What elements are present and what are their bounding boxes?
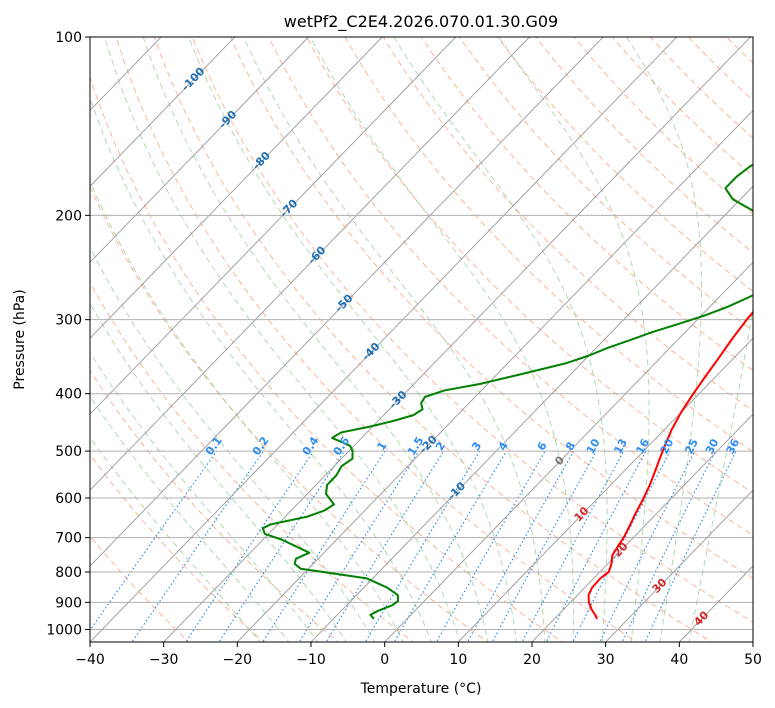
isotherm-line	[678, 565, 753, 642]
isotherm-line	[90, 37, 236, 187]
moist-adiabat-line	[393, 37, 608, 642]
mixing-ratio-label: 0.2	[250, 434, 272, 457]
x-tick-label: 50	[744, 652, 762, 668]
x-tick-label: 10	[449, 652, 467, 668]
mixing-ratio-label: 36	[724, 436, 743, 456]
x-tick-label: −20	[223, 652, 253, 668]
isotherm-line	[90, 37, 531, 491]
y-tick-label: 700	[55, 531, 82, 547]
isotherm-line	[457, 337, 753, 642]
chart-title: wetPf2_C2E4.2026.070.01.30.G09	[284, 12, 558, 32]
isotherm-line	[90, 37, 383, 339]
isotherm-line	[90, 37, 678, 642]
dewpoint-profile-line	[261, 163, 753, 620]
isotherm-line	[90, 37, 457, 415]
dry-adiabat-line	[382, 37, 753, 412]
y-tick-label: 400	[55, 387, 82, 403]
y-tick-label: 900	[55, 595, 82, 611]
mixing-ratio-line	[185, 450, 314, 642]
isotherm-line	[531, 413, 753, 642]
y-axis-label: Pressure (hPa)	[12, 289, 28, 389]
dry-adiabat-line	[229, 37, 753, 579]
mixing-ratio-label: 16	[633, 436, 652, 456]
mixing-ratio-line	[298, 450, 420, 642]
moist-adiabat-line	[104, 37, 461, 642]
y-tick-label: 1000	[46, 622, 82, 638]
y-tick-label: 600	[55, 491, 82, 507]
dry-adiabat-line	[153, 37, 713, 642]
moist-adiabat-line	[243, 37, 546, 642]
moist-adiabat-line	[90, 351, 319, 642]
mixing-ratio-line	[644, 450, 737, 642]
isotherm-line	[90, 37, 310, 263]
mixing-ratio-label: 10	[584, 436, 603, 456]
temperature-profile-line	[587, 310, 753, 620]
profile-series	[261, 163, 753, 620]
mixing-ratio-line	[90, 450, 218, 632]
isotherm-line	[605, 489, 753, 642]
isotherm-line	[752, 641, 753, 642]
y-tick-label: 100	[55, 30, 82, 46]
dry-adiabat-line	[649, 37, 753, 139]
moist-adiabat-line	[142, 37, 489, 642]
y-tick-label: 200	[55, 208, 82, 224]
mixing-ratio-line	[545, 450, 647, 642]
x-tick-label: −30	[149, 652, 179, 668]
dry-adiabat-line	[115, 37, 638, 642]
mixing-ratio-label: 13	[611, 437, 630, 457]
dry-adiabat-line	[306, 37, 753, 494]
grid-lines	[90, 37, 753, 642]
moist-adiabat-line	[90, 302, 347, 642]
isotherm-line	[163, 37, 752, 642]
dry-adiabat-line	[268, 37, 753, 536]
isotherm-line	[310, 185, 753, 642]
mixing-ratio-line	[491, 450, 597, 642]
line-labels: 0.1 0.2 0.4 0.6 1 1.5 2 3 4 6 8 10 13 16 20 25 30 36-100-…	[179, 65, 742, 629]
isotherm-line	[384, 261, 753, 642]
x-tick-label: −10	[296, 652, 326, 668]
moist-adiabat-line	[188, 37, 517, 642]
x-axis-label: Temperature (°C)	[360, 681, 482, 697]
moist-adiabat-line	[688, 304, 753, 642]
isotherm-line	[236, 109, 753, 642]
y-axis-ticks: 100 200 300 400 500 600 700 800 900 1000	[46, 30, 90, 638]
dry-adiabat-line	[496, 37, 753, 293]
x-tick-label: 30	[597, 652, 615, 668]
isotherm-line	[90, 37, 604, 567]
mixing-ratio-label: 30	[703, 436, 722, 456]
y-tick-label: 500	[55, 444, 82, 460]
dry-adiabat-line	[725, 37, 753, 64]
x-tick-label: 0	[380, 652, 389, 668]
mixing-ratio-line	[262, 450, 386, 642]
dry-adiabat-line	[90, 535, 190, 642]
dry-adiabat-line	[90, 75, 564, 642]
moist-adiabat-line	[90, 246, 376, 642]
mixing-ratio-label: 0.1	[203, 434, 225, 457]
mixing-ratio-line	[435, 450, 546, 642]
mixing-ratio-line	[393, 450, 507, 642]
x-axis-ticks: −40 −30 −20 −10 0 10 20 30 40 50	[75, 642, 762, 668]
mixing-ratio-label: 0.4	[300, 434, 322, 458]
mixing-ratio-line	[521, 450, 625, 642]
x-tick-label: 40	[670, 652, 688, 668]
dry-adiabat-line	[90, 281, 414, 642]
moist-adiabat-line	[90, 96, 432, 642]
dry-adiabat-line	[420, 37, 753, 372]
dry-adiabat-line	[344, 37, 753, 453]
x-tick-label: −40	[75, 652, 105, 668]
mixing-ratio-label: 20	[658, 436, 677, 456]
mixing-ratio-line	[218, 450, 345, 642]
plot-frame	[89, 36, 754, 643]
mixing-ratio-line	[325, 450, 444, 642]
y-tick-label: 800	[55, 565, 82, 581]
dry-adiabat-line	[611, 37, 753, 177]
y-tick-label: 300	[55, 313, 82, 329]
moist-adiabat-line	[90, 395, 290, 642]
dry-adiabat-line	[754, 27, 775, 645]
mixing-ratio-line	[131, 450, 265, 642]
moist-adiabat-line	[310, 37, 575, 642]
x-tick-label: 20	[523, 652, 541, 668]
mixing-ratio-label: 25	[682, 437, 701, 457]
